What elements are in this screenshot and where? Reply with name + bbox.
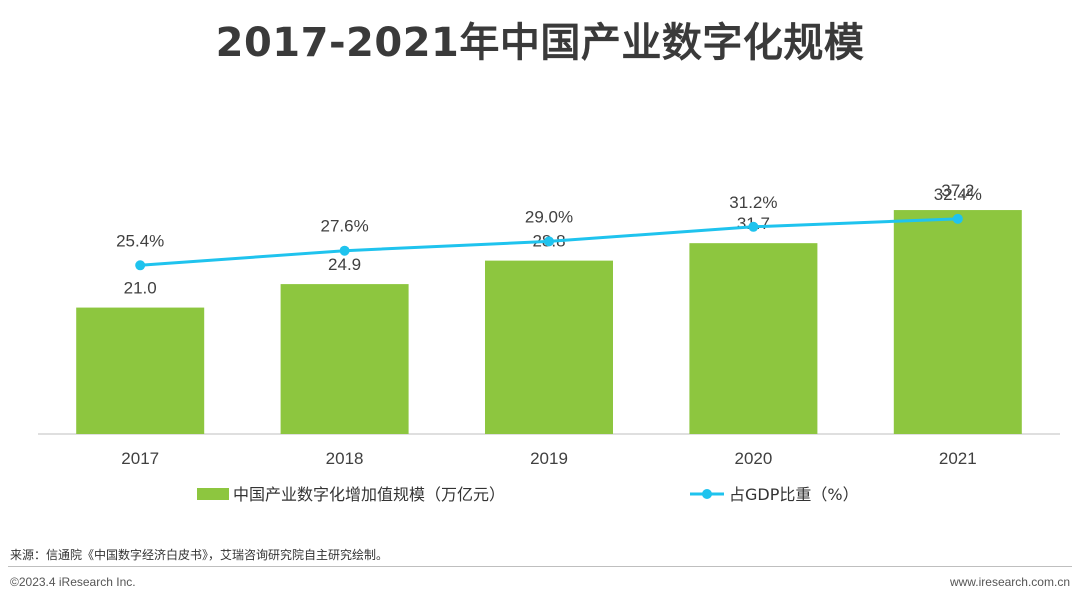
line-label-2021: 32.4% <box>934 185 982 204</box>
x-tick-2019: 2019 <box>530 449 568 468</box>
bar-2018 <box>280 284 409 434</box>
legend-label-bar: 中国产业数字化增加值规模（万亿元） <box>233 485 505 504</box>
bar-label-2017: 21.0 <box>124 279 157 298</box>
bar-2019 <box>485 260 613 434</box>
line-point-2017 <box>135 260 146 271</box>
line-point-2020 <box>748 221 759 232</box>
chart-area: 21.0201724.9201828.8201931.7202037.22021… <box>38 181 1060 504</box>
x-tick-2020: 2020 <box>734 449 772 468</box>
line-point-2021 <box>952 213 963 224</box>
bar-2021 <box>893 210 1022 434</box>
x-tick-2018: 2018 <box>326 449 364 468</box>
bar-2017 <box>76 307 205 434</box>
bar-label-2021: 37.2 <box>941 181 974 200</box>
copyright-text: ©2023.4 iResearch Inc. <box>10 575 136 589</box>
chart-title: 2017-2021年中国产业数字化规模 <box>215 20 865 66</box>
line-label-2019: 29.0% <box>525 207 573 226</box>
bar-label-2018: 24.9 <box>328 255 361 274</box>
legend-swatch-bar <box>197 488 229 500</box>
legend-label-line: 占GDP比重（%） <box>729 485 859 504</box>
footer-divider <box>8 566 1072 567</box>
line-point-2018 <box>339 245 350 256</box>
legend-swatch-marker <box>702 489 712 499</box>
website-link[interactable]: www.iresearch.com.cn <box>949 575 1070 589</box>
source-note: 来源：信通院《中国数字经济白皮书》，艾瑞咨询研究院自主研究绘制。 <box>10 548 389 562</box>
x-tick-2017: 2017 <box>121 449 159 468</box>
line-label-2020: 31.2% <box>729 193 777 212</box>
line-label-2017: 25.4% <box>116 231 164 250</box>
x-tick-2021: 2021 <box>939 449 977 468</box>
line-label-2018: 27.6% <box>320 217 368 236</box>
line-point-2019 <box>544 236 554 247</box>
bar-2020 <box>689 243 818 434</box>
